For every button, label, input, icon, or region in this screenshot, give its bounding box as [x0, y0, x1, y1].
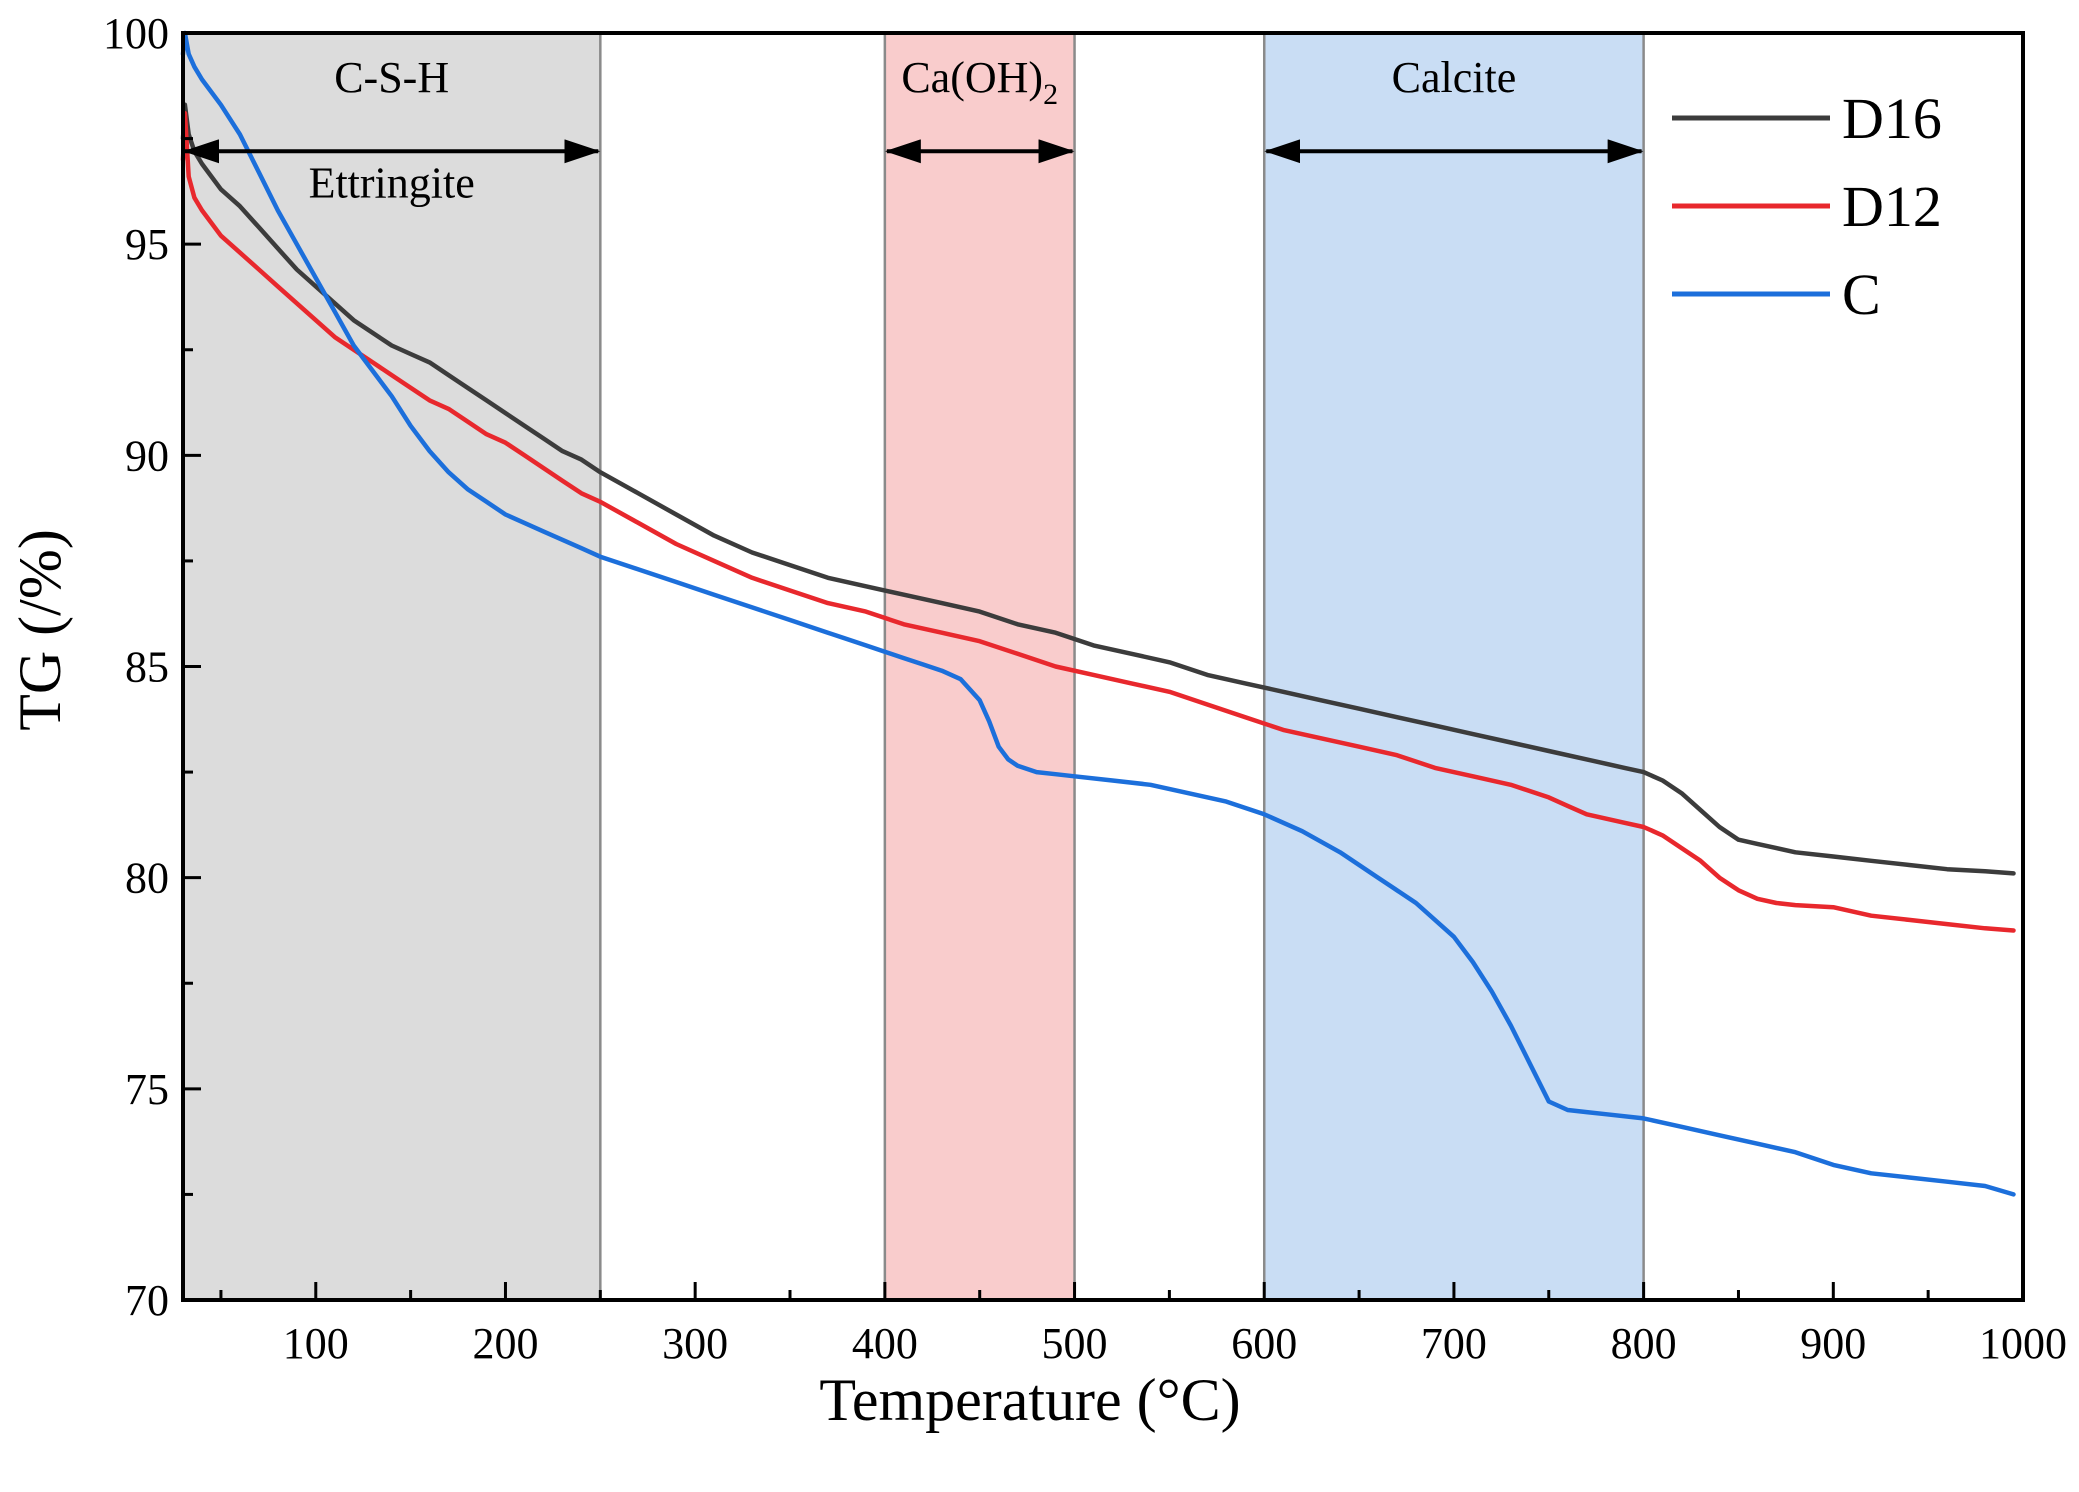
data-series	[180, 30, 2016, 1197]
legend: D16 D12 C	[1672, 86, 1942, 327]
region-band-0	[183, 33, 601, 1300]
x-tick-label: 1000	[1979, 1319, 2067, 1368]
y-tick-label: 75	[125, 1065, 169, 1114]
y-axis-title: TG (/%)	[7, 529, 73, 731]
y-tick-label: 95	[125, 220, 169, 269]
series-line-d12	[180, 110, 2016, 933]
region-label-text: Calcite	[1392, 53, 1517, 102]
x-tick-label: 700	[1421, 1319, 1487, 1368]
region-label-text: Ca(OH)	[901, 53, 1043, 102]
x-tick-label: 500	[1042, 1319, 1108, 1368]
region-label-subscript: 2	[1043, 78, 1058, 111]
y-tick-label: 80	[125, 854, 169, 903]
region-label-1-0: Ca(OH)2	[901, 53, 1058, 111]
region-label-0-0: C-S-H	[334, 53, 449, 102]
region-label-text: Ettringite	[309, 159, 475, 208]
x-axis-title: Temperature (°C)	[819, 1367, 1240, 1433]
axes: 100 200 300 400 500 600 700 800 900 1000 70 75 80 85 9…	[103, 9, 2067, 1368]
y-tick-label: 70	[125, 1276, 169, 1325]
x-tick-label: 200	[472, 1319, 538, 1368]
x-tick-label: 100	[283, 1319, 349, 1368]
x-tick-label: 600	[1231, 1319, 1297, 1368]
x-tick-label: 300	[662, 1319, 728, 1368]
x-tick-label: 400	[852, 1319, 918, 1368]
region-band-2	[1264, 33, 1644, 1300]
x-tick-label: 800	[1611, 1319, 1677, 1368]
region-band-1	[884, 33, 1075, 1300]
legend-label-d16: D16	[1842, 86, 1942, 151]
legend-label-d12: D12	[1842, 174, 1942, 239]
y-tick-label: 90	[125, 431, 169, 480]
y-tick-label: 85	[125, 643, 169, 692]
legend-label-c: C	[1842, 262, 1881, 327]
region-label-0-1: Ettringite	[309, 159, 475, 208]
region-annotations: C-S-H Ettringite Ca(OH)2 Calcite	[183, 53, 1644, 208]
highlight-regions	[183, 33, 1645, 1300]
region-label-2-0: Calcite	[1392, 53, 1517, 102]
series-line-d16	[180, 102, 2016, 876]
x-tick-label: 900	[1800, 1319, 1866, 1368]
y-tick-label: 100	[103, 9, 169, 58]
region-label-text: C-S-H	[334, 53, 449, 102]
series-line-c	[180, 30, 2016, 1197]
